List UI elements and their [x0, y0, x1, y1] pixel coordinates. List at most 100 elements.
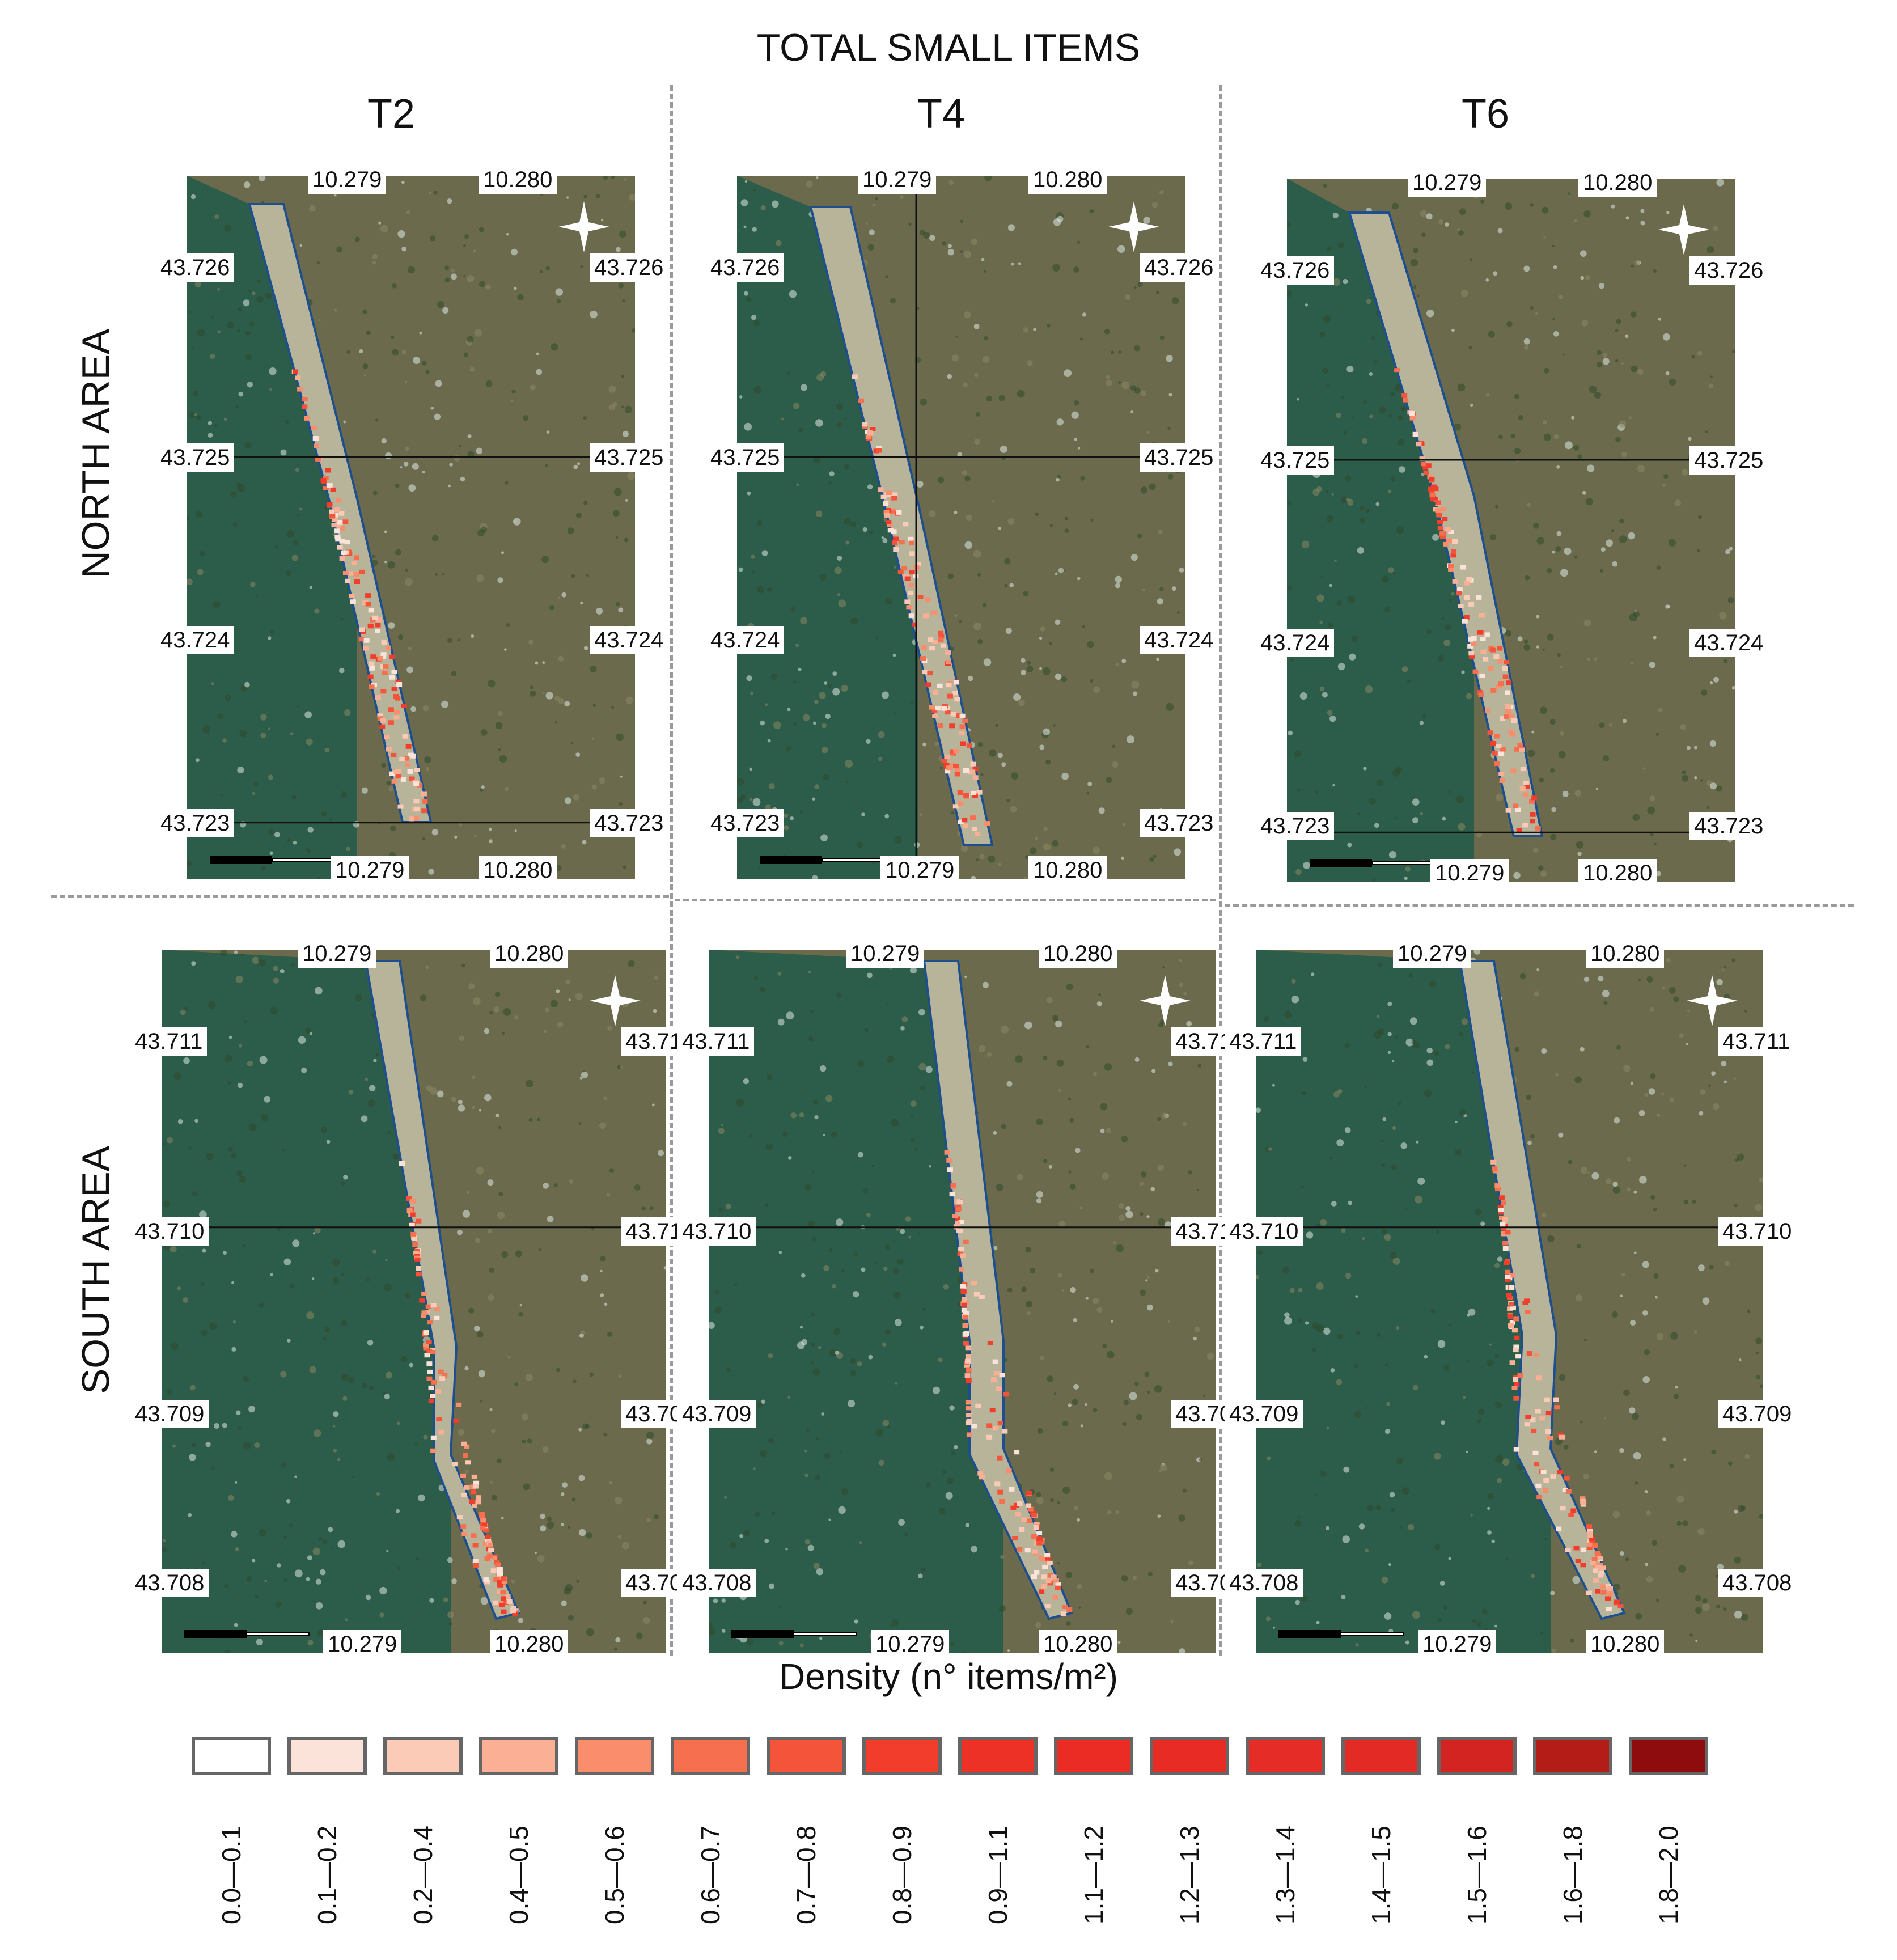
texture-speck: [306, 1577, 310, 1581]
texture-speck: [1552, 318, 1555, 320]
texture-speck: [1085, 1297, 1089, 1300]
texture-speck: [539, 1248, 542, 1251]
texture-speck: [405, 446, 409, 451]
texture-speck: [592, 704, 596, 707]
texture-speck: [893, 1268, 899, 1275]
texture-speck: [1553, 265, 1557, 269]
texture-speck: [1363, 767, 1367, 771]
texture-speck: [540, 1513, 545, 1519]
texture-speck: [1119, 1214, 1125, 1221]
density-cell: [400, 777, 406, 782]
density-cell: [964, 1373, 971, 1378]
texture-speck: [1656, 565, 1661, 570]
texture-speck: [753, 976, 758, 980]
texture-speck: [1040, 1356, 1044, 1360]
texture-speck: [222, 1423, 227, 1428]
density-cell: [339, 539, 345, 544]
density-cell: [1468, 602, 1475, 607]
texture-speck: [737, 778, 744, 786]
texture-speck: [1731, 349, 1735, 353]
texture-speck: [344, 709, 351, 716]
density-cell: [380, 664, 386, 670]
texture-speck: [1397, 415, 1403, 421]
texture-speck: [430, 1087, 438, 1095]
column-header-t6: T6: [1461, 91, 1510, 137]
texture-speck: [1691, 354, 1696, 359]
texture-speck: [1686, 746, 1691, 750]
density-cell: [1505, 1269, 1511, 1275]
longitude-label: 10.280: [490, 939, 569, 968]
texture-speck: [624, 177, 627, 181]
texture-speck: [726, 1368, 731, 1373]
density-cell: [1471, 636, 1477, 641]
density-cell: [1494, 761, 1500, 767]
density-cell: [1403, 397, 1409, 403]
scale-bar: [731, 1630, 794, 1638]
texture-speck: [217, 287, 221, 291]
texture-speck: [875, 636, 879, 640]
density-cell: [1448, 563, 1454, 568]
texture-speck: [268, 727, 271, 730]
density-cell: [938, 630, 944, 636]
texture-speck: [1468, 345, 1472, 350]
texture-speck: [810, 1009, 814, 1014]
texture-speck: [1401, 1487, 1409, 1495]
texture-speck: [522, 415, 529, 421]
texture-speck: [1273, 1626, 1276, 1629]
texture-speck: [1000, 445, 1007, 453]
texture-speck: [1594, 391, 1601, 399]
texture-speck: [823, 1133, 825, 1137]
texture-speck: [1098, 807, 1105, 814]
density-cell: [1469, 654, 1475, 659]
density-cell: [436, 1417, 442, 1422]
texture-speck: [170, 1342, 179, 1351]
density-cell: [421, 791, 427, 797]
texture-speck: [1058, 1220, 1065, 1227]
texture-speck: [539, 270, 543, 274]
density-cell: [1530, 819, 1535, 824]
texture-speck: [1332, 784, 1335, 787]
texture-speck: [975, 412, 980, 417]
texture-speck: [1106, 1351, 1115, 1359]
texture-speck: [901, 1016, 908, 1022]
texture-speck: [1369, 798, 1376, 805]
density-cell: [471, 1474, 477, 1479]
density-cell: [1009, 1487, 1015, 1492]
density-cell: [484, 1580, 490, 1585]
texture-speck: [615, 247, 621, 252]
texture-speck: [1573, 445, 1580, 451]
texture-speck: [1724, 1080, 1727, 1083]
texture-speck: [839, 1451, 842, 1454]
texture-speck: [1167, 426, 1171, 430]
texture-speck: [629, 193, 635, 201]
density-cell: [1051, 1574, 1057, 1580]
texture-speck: [807, 1544, 814, 1551]
texture-speck: [1599, 569, 1603, 573]
texture-speck: [1461, 670, 1465, 674]
texture-speck: [480, 1399, 482, 1403]
texture-speck: [1553, 331, 1559, 337]
texture-speck: [1459, 1109, 1466, 1116]
texture-speck: [1316, 1282, 1324, 1290]
texture-speck: [495, 722, 503, 730]
density-cell: [1520, 767, 1526, 772]
density-cell: [426, 1361, 433, 1366]
texture-speck: [778, 1641, 784, 1646]
texture-speck: [1388, 567, 1394, 573]
texture-speck: [1698, 1264, 1705, 1272]
density-cell: [943, 763, 950, 768]
texture-speck: [1082, 625, 1085, 629]
texture-speck: [984, 176, 992, 181]
longitude-label: 10.279: [1430, 859, 1509, 887]
density-cell: [1565, 1489, 1572, 1494]
texture-speck: [811, 1361, 814, 1365]
texture-speck: [243, 1441, 251, 1450]
texture-speck: [790, 607, 795, 612]
texture-speck: [1061, 676, 1067, 683]
density-cell: [1505, 704, 1511, 709]
texture-speck: [444, 265, 450, 270]
texture-speck: [713, 1598, 718, 1603]
texture-speck: [1506, 321, 1513, 327]
texture-speck: [401, 246, 406, 252]
texture-speck: [803, 714, 810, 721]
